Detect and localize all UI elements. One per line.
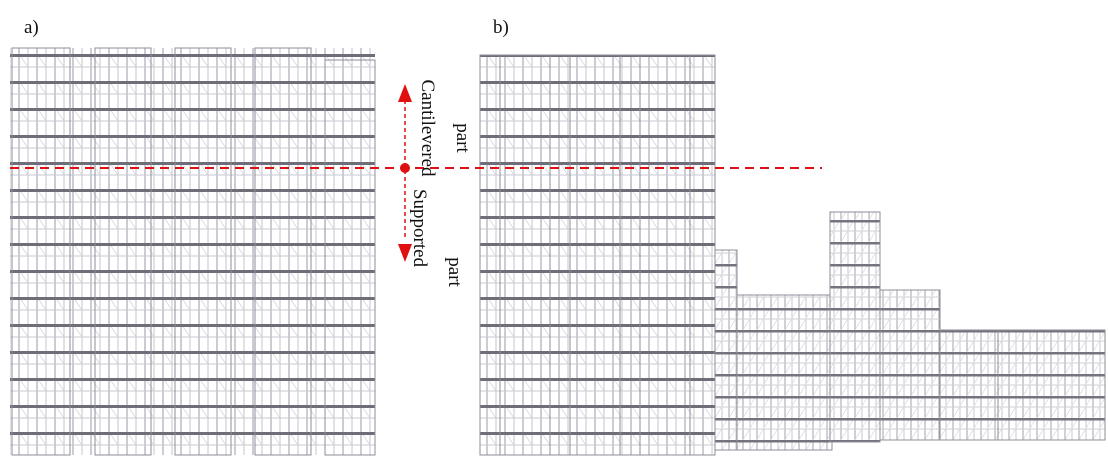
annotation: part	[452, 123, 473, 153]
annotation: Cantilevered	[417, 79, 438, 177]
annotation: Supported	[409, 189, 430, 268]
scaffold-a	[10, 48, 375, 455]
figure: a) b) Cantilevered part Supported part	[0, 0, 1108, 461]
scaffold-b	[480, 55, 1105, 455]
panel-label: b)	[493, 17, 509, 38]
panel-label: a)	[24, 17, 39, 38]
annotation: part	[444, 257, 465, 287]
